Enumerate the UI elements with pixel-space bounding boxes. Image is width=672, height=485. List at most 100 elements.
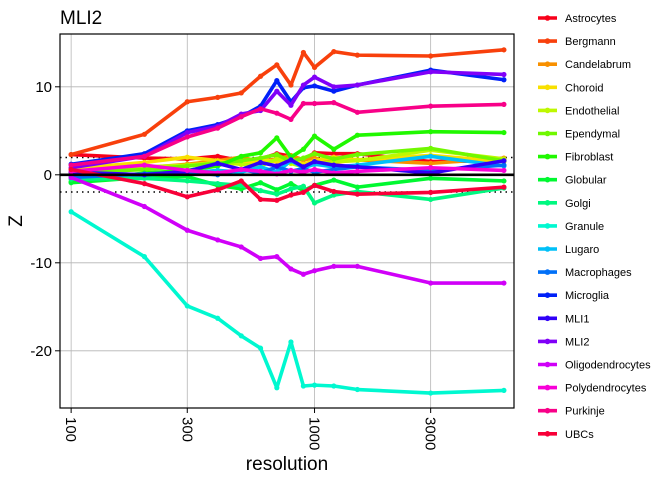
legend-marker	[544, 246, 551, 252]
data-point	[300, 189, 306, 195]
y-tick-label: -10	[30, 255, 52, 272]
data-point	[354, 132, 360, 138]
data-point	[311, 100, 318, 107]
series-polydendrocytes	[68, 162, 507, 177]
data-point	[288, 157, 294, 163]
legend-marker	[544, 407, 551, 414]
x-tick-label: 3000	[422, 417, 439, 450]
series-line	[69, 167, 506, 203]
data-point	[331, 263, 337, 269]
legend-marker	[544, 15, 551, 21]
data-point	[354, 386, 360, 393]
legend-label: Macrophages	[565, 267, 632, 279]
legend-item-mli1: MLI1	[538, 313, 589, 325]
legend-marker	[544, 107, 551, 114]
data-point	[68, 151, 74, 158]
data-point	[215, 160, 221, 166]
data-point	[288, 102, 294, 108]
data-point	[354, 109, 360, 115]
data-point	[300, 100, 306, 107]
series-lines	[60, 47, 514, 396]
data-point	[274, 191, 280, 197]
data-point	[331, 100, 337, 106]
data-point	[311, 159, 318, 165]
data-point	[274, 62, 280, 68]
data-point	[184, 227, 190, 233]
legend-item-lugaro: Lugaro	[538, 244, 599, 256]
x-tick-label: 300	[178, 417, 195, 442]
data-point	[354, 52, 360, 58]
y-tick-label: -20	[30, 343, 52, 360]
legend-marker	[544, 292, 551, 299]
legend-label: UBCs	[565, 429, 594, 441]
data-point	[501, 47, 507, 53]
data-point	[238, 166, 244, 173]
legend-marker	[544, 200, 551, 206]
data-point	[300, 82, 306, 88]
data-point	[300, 146, 306, 152]
legend-label: Ependymal	[565, 129, 620, 141]
data-point	[215, 187, 221, 193]
data-point	[288, 167, 294, 173]
data-point	[331, 156, 337, 162]
data-point	[184, 163, 190, 169]
plot-frame	[59, 33, 515, 409]
data-point	[257, 150, 264, 156]
data-point	[311, 268, 318, 274]
data-point	[274, 385, 280, 391]
data-point	[354, 158, 360, 164]
data-point	[354, 191, 360, 197]
data-point	[331, 88, 337, 94]
data-point	[501, 101, 507, 107]
data-point	[184, 167, 190, 173]
data-point	[257, 188, 264, 194]
series-line	[69, 175, 506, 285]
data-point	[184, 99, 190, 105]
legend-label: Golgi	[565, 198, 591, 210]
data-point	[311, 64, 318, 71]
legend-item-golgi: Golgi	[538, 198, 591, 210]
legend-marker	[544, 384, 551, 391]
data-point	[238, 244, 244, 250]
data-point	[428, 280, 434, 286]
data-point	[501, 387, 507, 393]
data-point	[238, 333, 244, 339]
legend-label: Globular	[565, 175, 607, 187]
legend-item-microglia: Microglia	[538, 290, 610, 302]
data-point	[311, 133, 318, 139]
data-point	[428, 145, 434, 151]
series-bergmann	[68, 47, 507, 158]
data-point	[274, 197, 280, 203]
data-point	[238, 90, 244, 96]
legend-item-granule: Granule	[538, 221, 604, 233]
data-point	[354, 82, 360, 88]
series-line	[69, 209, 506, 395]
data-point	[274, 135, 280, 141]
legend-marker	[544, 223, 551, 229]
data-point	[331, 383, 337, 389]
data-point	[238, 158, 244, 164]
data-point	[428, 189, 434, 195]
legend-marker	[544, 61, 551, 67]
data-point	[331, 177, 337, 183]
data-point	[331, 162, 337, 168]
data-point	[501, 178, 507, 184]
legend-item-candelabrum: Candelabrum	[538, 59, 631, 71]
series-line	[69, 146, 506, 175]
legend-label: Bergmann	[565, 36, 616, 48]
data-point	[257, 180, 264, 186]
data-point	[300, 271, 306, 277]
data-point	[300, 169, 306, 175]
legend-marker	[544, 361, 551, 368]
data-point	[354, 151, 360, 158]
data-point	[428, 165, 434, 171]
legend-item-purkinje: Purkinje	[538, 406, 605, 418]
data-point	[68, 162, 74, 168]
data-point	[257, 155, 264, 161]
data-point	[428, 129, 434, 135]
data-point	[300, 164, 306, 170]
legend-label: Fibroblast	[565, 152, 613, 164]
data-point	[288, 186, 294, 192]
legend-label: Granule	[565, 221, 604, 233]
